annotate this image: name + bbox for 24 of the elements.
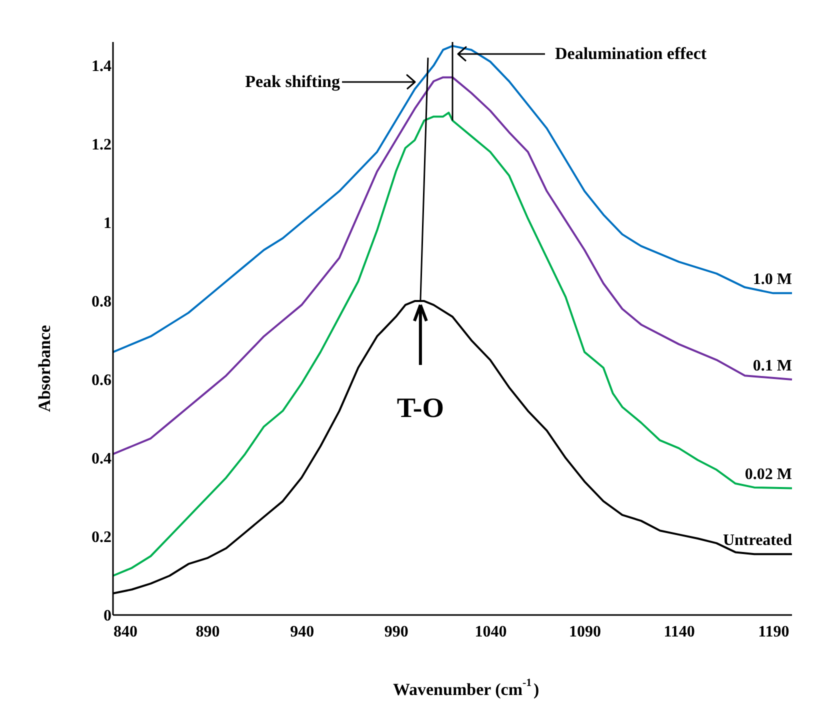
y-tick-label: 0	[104, 608, 112, 624]
x-tick-label: 1190	[758, 624, 790, 640]
series-label: 1.0 M	[752, 271, 792, 288]
annotation: T-O	[396, 392, 444, 424]
y-tick-label: 0.8	[92, 294, 112, 311]
x-tick-label: 1090	[569, 624, 602, 640]
x-tick-label: 1140	[664, 624, 695, 640]
y-tick-label: 1	[104, 215, 112, 232]
y-tick-label: 0.6	[92, 372, 112, 390]
annotation: Peak shifting	[245, 72, 340, 91]
x-tick-label: 990	[384, 624, 408, 640]
y-axis-title: Absorbance	[35, 324, 54, 412]
y-tick-label: 1.2	[92, 136, 112, 154]
annotation: Dealumination effect	[555, 44, 707, 63]
y-tick-label: 1.4	[92, 58, 112, 76]
y-tick-label: 0.4	[92, 450, 112, 468]
series-label: Untreated	[722, 532, 792, 550]
x-tick-label: 890	[196, 624, 220, 640]
series-label: 0.1 M	[752, 358, 792, 375]
x-tick-label: 840	[114, 624, 138, 640]
series-label: 0.02 M	[744, 466, 792, 484]
x-tick-label: 1040	[474, 624, 507, 640]
x-tick-label: 940	[290, 624, 314, 640]
y-tick-label: 0.2	[92, 529, 112, 546]
